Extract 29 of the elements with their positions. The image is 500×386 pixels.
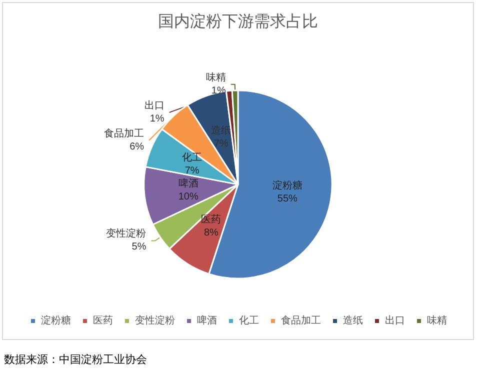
legend-label: 化工: [239, 314, 259, 326]
data-label: 5%: [132, 242, 146, 253]
legend-label: 食品加工: [281, 314, 321, 326]
slice-label: 医药: [201, 214, 222, 226]
data-label: 6%: [130, 141, 144, 152]
slice-label: 淀粉糖: [272, 179, 302, 192]
source-note: 数据来源：中国淀粉工业协会: [4, 352, 147, 367]
slice-label: 出口: [144, 99, 164, 112]
legend-label: 医药: [93, 314, 113, 326]
legend-label: 淀粉糖: [41, 314, 71, 326]
data-label: 55%: [277, 193, 298, 204]
slice-label: 味精: [206, 71, 226, 84]
legend-label: 造纸: [343, 314, 363, 326]
slice-label: 化工: [182, 152, 202, 164]
data-label: 8%: [204, 228, 219, 239]
data-label: 7%: [184, 166, 200, 177]
slice-label: 造纸: [211, 124, 232, 136]
data-label: 10%: [178, 192, 198, 203]
legend-label: 啤酒: [197, 314, 217, 326]
slice-label: 食品加工: [104, 127, 144, 140]
data-label: 1%: [150, 113, 164, 124]
chart-title: 国内淀粉下游需求占比: [158, 12, 318, 30]
data-label: 1%: [211, 85, 226, 96]
data-label: 7%: [214, 138, 228, 150]
slice-label: 啤酒: [178, 178, 198, 190]
legend-label: 变性淀粉: [135, 314, 175, 326]
legend-label: 味精: [427, 314, 447, 326]
legend-label: 出口: [385, 314, 405, 326]
slice-label: 变性淀粉: [106, 228, 146, 240]
